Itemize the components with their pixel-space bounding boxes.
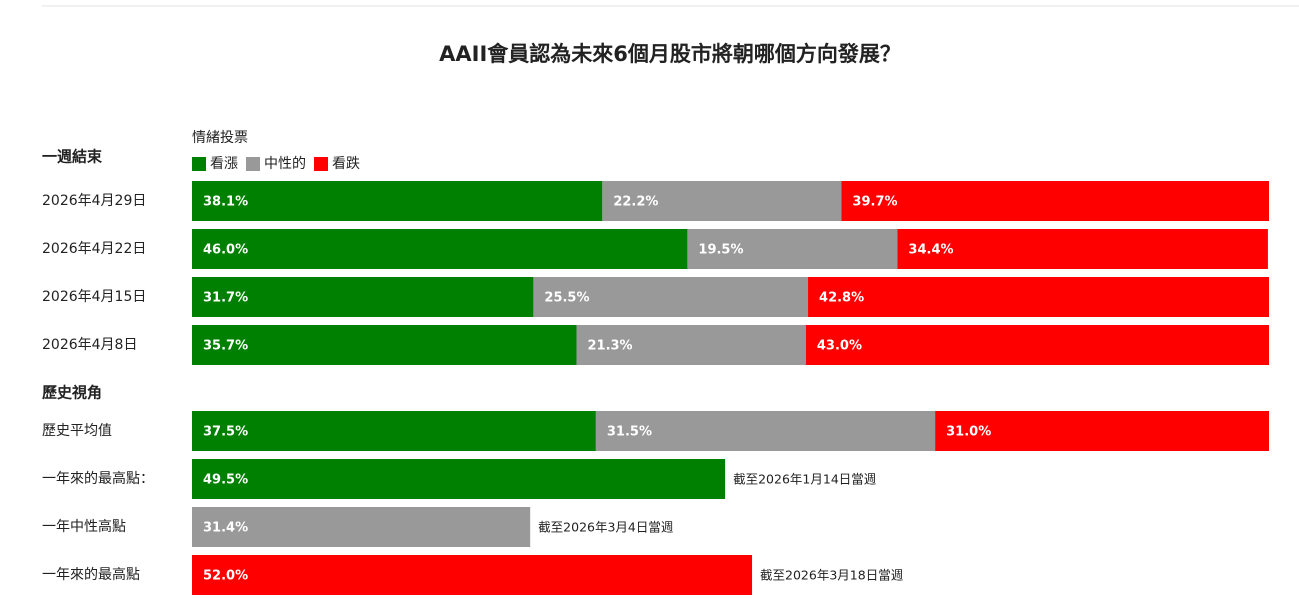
category-label: 一年中性高點: [42, 518, 126, 535]
section-title: 一週結束: [42, 148, 103, 166]
value-label: 31.5%: [607, 425, 652, 440]
bar-segment: [576, 325, 806, 365]
chart-title: AAII會員認為未來6個月股市將朝哪個方向發展？: [439, 42, 901, 66]
value-label: 39.7%: [852, 195, 897, 210]
bar-segment: [808, 277, 1269, 317]
legend-swatch: [192, 157, 206, 171]
value-label: 34.4%: [908, 243, 953, 258]
category-label: 2026年4月8日: [42, 337, 137, 353]
value-label: 46.0%: [203, 243, 248, 258]
bar-segment: [192, 507, 531, 547]
category-label: 2026年4月22日: [42, 241, 146, 257]
bar-segment: [533, 277, 809, 317]
bar-segment: [192, 325, 577, 365]
value-label: 25.5%: [544, 291, 589, 306]
category-label: 一年來的最高點: [42, 566, 140, 583]
bar-segment: [602, 181, 842, 221]
value-label: 31.7%: [203, 291, 248, 306]
value-label: 35.7%: [203, 339, 248, 354]
legend-label: 中性的: [264, 156, 306, 172]
legend-swatch: [314, 157, 328, 171]
value-label: 43.0%: [817, 339, 862, 354]
legend-title: 情緒投票: [192, 130, 248, 146]
bar-segment: [595, 411, 936, 451]
bar-segment: [192, 181, 603, 221]
bar-segment: [687, 229, 898, 269]
value-label: 31.0%: [946, 425, 991, 440]
value-label: 42.8%: [819, 291, 864, 306]
note: 截至2026年3月4日當週: [538, 520, 674, 535]
bar-segment: [192, 459, 726, 499]
value-label: 31.4%: [203, 521, 248, 536]
section-title: 歷史視角: [42, 384, 102, 402]
note: 截至2026年1月14日當週: [733, 472, 877, 487]
value-label: 49.5%: [203, 473, 248, 488]
note: 截至2026年3月18日當週: [760, 568, 904, 583]
bar-segment: [841, 181, 1269, 221]
bar-segment: [897, 229, 1268, 269]
legend-label: 看漲: [210, 156, 238, 172]
bar-segment: [805, 325, 1269, 365]
bar-segment: [192, 411, 596, 451]
value-label: 38.1%: [203, 195, 248, 210]
legend-label: 看跌: [332, 156, 360, 172]
bar-segment: [192, 229, 688, 269]
category-label: 2026年4月15日: [42, 289, 146, 305]
value-label: 52.0%: [203, 569, 248, 584]
category-label: 歷史平均值: [42, 423, 112, 439]
category-label: 一年來的最高點：: [42, 470, 154, 487]
value-label: 21.3%: [587, 339, 632, 354]
legend-swatch: [246, 157, 260, 171]
value-label: 22.2%: [613, 195, 658, 210]
bar-segment: [935, 411, 1269, 451]
category-label: 2026年4月29日: [42, 193, 146, 209]
value-label: 19.5%: [698, 243, 743, 258]
value-label: 37.5%: [203, 425, 248, 440]
bar-segment: [192, 277, 534, 317]
bar-segment: [192, 555, 753, 595]
